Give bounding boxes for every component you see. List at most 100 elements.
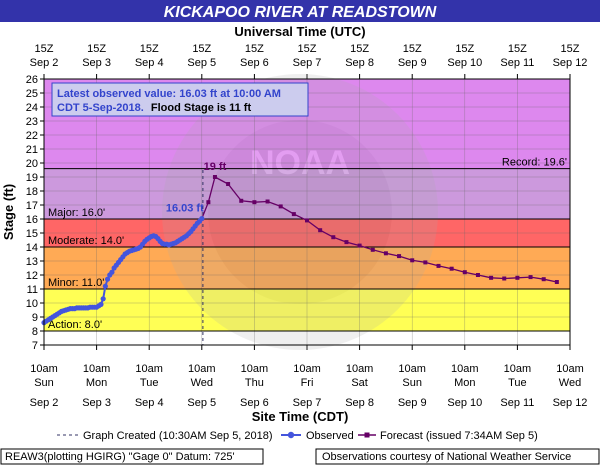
plot-border (43, 78, 571, 346)
footer-left: REAW3(plotting HGIRG) "Gage 0" Datum: 72… (5, 451, 235, 463)
bottom-axis-title: Site Time (CDT) (252, 409, 349, 424)
top-tick-utc-4: 15Z (245, 43, 264, 55)
info-line-2a: CDT 5-Sep-2018. (57, 102, 144, 114)
top-tick-date-4: Sep 6 (240, 57, 269, 69)
top-tick-date-10: Sep 12 (553, 57, 588, 69)
bottom-tick-date-2: Sep 4 (135, 397, 164, 409)
observed-point-28 (102, 283, 108, 289)
forecast-point-5 (252, 200, 257, 205)
top-tick-date-5: Sep 7 (293, 57, 322, 69)
y-tick-label-7: 14 (26, 242, 38, 254)
bottom-tick-time-2: 10am (135, 363, 163, 375)
y-axis-ticks: 7 8 9 10 11 12 13 14 15 16 17 18 19 20 21 22 23 24 25 26 (26, 74, 44, 352)
forecast-point-11 (331, 235, 336, 240)
svg-text:CDT 5-Sep-2018. Flood St: CDT 5-Sep-2018. Flood Stage is 11 ft (57, 102, 251, 114)
top-tick-utc-7: 15Z (403, 43, 422, 55)
forecast-point-22 (475, 273, 480, 277)
y-tick-label-12: 19 (26, 172, 38, 184)
forecast-point-23 (489, 275, 494, 280)
bottom-tick-day-4: Thu (245, 377, 264, 389)
bottom-tick-day-5: Fri (301, 377, 314, 389)
forecast-point-12 (344, 240, 349, 245)
forecast-point-13 (357, 243, 362, 248)
top-tick-utc-2: 15Z (140, 43, 159, 55)
info-box: Latest observed value: 16.03 ft at 10:00… (51, 82, 309, 117)
top-tick-utc-6: 15Z (350, 43, 369, 55)
top-tick-utc-5: 15Z (298, 43, 317, 55)
bottom-tick-day-6: Sat (351, 377, 368, 389)
threshold-label-moderate: Moderate: 14.0' (48, 235, 124, 247)
forecast-point-10 (318, 228, 323, 233)
top-tick-date-8: Sep 10 (447, 57, 482, 69)
y-tick-label-11: 18 (26, 186, 38, 198)
y-tick-label-19: 26 (26, 74, 38, 86)
bottom-tick-date-4: Sep 6 (240, 397, 269, 409)
top-tick-date-0: Sep 2 (30, 57, 59, 69)
y-tick-label-4: 11 (27, 284, 38, 296)
bottom-tick-date-6: Sep 8 (345, 397, 374, 409)
forecast-point-2 (212, 175, 217, 179)
bottom-tick-date-8: Sep 10 (447, 397, 482, 409)
info-line-2b: Flood Stage is 11 ft (151, 102, 252, 114)
bottom-tick-day-2: Tue (140, 377, 159, 389)
bottom-tick-time-10: 10am (556, 363, 584, 375)
bottom-tick-day-3: Wed (191, 377, 213, 389)
bottom-tick-date-5: Sep 7 (293, 397, 322, 409)
bottom-tick-day-9: Tue (508, 377, 527, 389)
bottom-tick-time-6: 10am (346, 363, 374, 375)
forecast-point-16 (397, 254, 402, 259)
plot-area: NOAA Action: 8.0' Minor: 11.0' Moderate: 1… (41, 74, 571, 350)
observed-point-27 (100, 296, 106, 302)
top-axis-title: Universal Time (UTC) (234, 24, 365, 39)
forecast-point-1 (206, 200, 211, 205)
bottom-tick-date-7: Sep 9 (398, 397, 427, 409)
forecast-point-7 (278, 204, 283, 209)
forecast-point-8 (291, 212, 296, 217)
forecast-point-28 (554, 280, 559, 284)
y-tick-label-10: 17 (26, 200, 38, 212)
forecast-point-4 (239, 198, 244, 203)
forecast-point-3 (226, 182, 231, 186)
legend-observed: Observed (306, 430, 354, 442)
y-tick-label-2: 9 (32, 312, 38, 324)
y-tick-label-0: 7 (32, 340, 38, 352)
title-bar (0, 0, 600, 22)
observed-point-31 (109, 269, 115, 275)
y-tick-label-8: 15 (26, 228, 38, 240)
bottom-tick-date-3: Sep 5 (187, 397, 216, 409)
y-tick-label-17: 24 (26, 102, 38, 114)
observed-point-26 (98, 301, 104, 307)
y-tick-label-14: 21 (26, 144, 38, 156)
top-tick-date-6: Sep 8 (345, 57, 374, 69)
bottom-tick-time-1: 10am (83, 363, 111, 375)
top-tick-utc-9: 15Z (508, 43, 527, 55)
observed-point-72 (199, 215, 205, 222)
bottom-tick-time-9: 10am (504, 363, 532, 375)
y-tick-label-1: 8 (32, 326, 38, 338)
noaa-seal-watermark: NOAA (162, 74, 438, 350)
top-tick-date-9: Sep 11 (500, 57, 534, 69)
top-tick-utc-8: 15Z (455, 43, 474, 55)
forecast-point-25 (515, 275, 520, 280)
forecast-point-19 (436, 263, 441, 268)
y-tick-label-13: 20 (26, 158, 38, 170)
legend-forecast: Forecast (issued 7:34AM Sep 5) (380, 430, 538, 442)
y-axis-title: Stage (ft) (1, 184, 16, 240)
top-tick-utc-0: 15Z (35, 43, 54, 55)
top-tick-date-3: Sep 5 (187, 57, 216, 69)
bottom-tick-time-3: 10am (188, 363, 216, 375)
top-tick-date-2: Sep 4 (135, 57, 164, 69)
forecast-point-6 (265, 199, 270, 204)
top-tick-date-1: Sep 3 (82, 57, 111, 69)
top-tick-utc-1: 15Z (87, 43, 106, 55)
forecast-point-24 (502, 276, 507, 281)
bottom-tick-date-9: Sep 11 (500, 397, 534, 409)
observed-latest-label: 16.03 ft (166, 203, 204, 215)
forecast-point-17 (410, 258, 415, 263)
forecast-point-9 (305, 218, 309, 223)
forecast-point-15 (383, 251, 388, 256)
y-tick-label-5: 12 (26, 270, 38, 282)
top-tick-date-7: Sep 9 (398, 57, 427, 69)
bottom-tick-time-7: 10am (398, 363, 426, 375)
